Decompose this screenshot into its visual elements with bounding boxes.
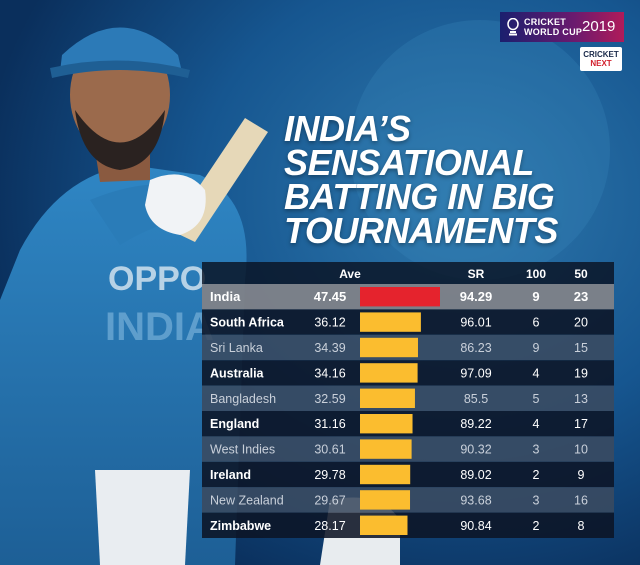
- fifties-value: 17: [574, 417, 588, 431]
- average-value: 28.17: [314, 519, 345, 533]
- world-cup-logo-year: 2019: [582, 18, 616, 35]
- average-value: 34.39: [314, 341, 345, 355]
- hundreds-value: 2: [533, 519, 540, 533]
- team-label: Bangladesh: [210, 392, 276, 406]
- team-label: New Zealand: [210, 493, 284, 507]
- hundreds-value: 9: [533, 341, 540, 355]
- average-value: 47.45: [314, 289, 347, 304]
- hundreds-value: 4: [533, 417, 540, 431]
- average-value: 30.61: [314, 443, 345, 457]
- strike-rate-value: 94.29: [460, 289, 493, 304]
- fifties-value: 16: [574, 493, 588, 507]
- hundreds-value: 3: [533, 443, 540, 457]
- fifties-value: 10: [574, 443, 588, 457]
- strike-rate-value: 96.01: [460, 316, 491, 330]
- average-value: 29.67: [314, 493, 345, 507]
- hundreds-value: 4: [533, 366, 540, 380]
- team-label: Ireland: [210, 468, 251, 482]
- average-bar: [360, 414, 413, 434]
- hundreds-value: 5: [533, 392, 540, 406]
- column-header-100: 100: [526, 267, 546, 281]
- column-header-ave: Ave: [339, 267, 361, 281]
- strike-rate-value: 93.68: [460, 493, 491, 507]
- average-value: 32.59: [314, 392, 345, 406]
- world-cup-logo-line2: WORLD CUP: [524, 27, 583, 37]
- team-label: Zimbabwe: [210, 519, 271, 533]
- hundreds-value: 3: [533, 493, 540, 507]
- team-label: England: [210, 417, 259, 431]
- world-cup-logo-line1: CRICKET: [524, 17, 567, 27]
- strike-rate-value: 90.84: [460, 519, 491, 533]
- average-bar: [360, 337, 418, 358]
- column-header-sr: SR: [468, 267, 485, 281]
- average-bar: [360, 388, 415, 408]
- average-bar: [360, 490, 411, 510]
- average-bar: [360, 363, 418, 383]
- headline-line: TOURNAMENTS: [284, 210, 558, 251]
- team-label: Sri Lanka: [210, 341, 263, 355]
- column-header-50: 50: [574, 267, 588, 281]
- svg-text:INDIA: INDIA: [105, 305, 214, 349]
- hundreds-value: 9: [532, 289, 539, 304]
- headline-line: SENSATIONAL: [284, 142, 534, 183]
- team-label: Australia: [210, 366, 265, 380]
- cricket-next-logo-line1: CRICKET: [583, 50, 619, 59]
- cricket-next-logo: CRICKET NEXT: [580, 47, 622, 71]
- fifties-value: 8: [578, 519, 585, 533]
- table-row: [202, 512, 614, 538]
- team-label: India: [210, 289, 241, 304]
- strike-rate-value: 97.09: [460, 366, 491, 380]
- world-cup-logo: CRICKET WORLD CUP 2019: [500, 12, 624, 42]
- fifties-value: 19: [574, 366, 588, 380]
- strike-rate-value: 86.23: [460, 341, 491, 355]
- average-bar: [360, 515, 408, 535]
- hundreds-value: 2: [533, 468, 540, 482]
- average-bar: [360, 464, 411, 485]
- strike-rate-value: 89.02: [460, 468, 491, 482]
- fifties-value: 20: [574, 316, 588, 330]
- fifties-value: 13: [574, 392, 588, 406]
- fifties-value: 15: [574, 341, 588, 355]
- headline-line: BATTING IN BIG: [284, 176, 555, 217]
- average-bar: [360, 312, 421, 332]
- team-label: South Africa: [210, 316, 285, 330]
- headline: INDIA’S SENSATIONAL BATTING IN BIG TOURN…: [284, 108, 624, 251]
- average-value: 36.12: [314, 316, 345, 330]
- hundreds-value: 6: [533, 316, 540, 330]
- average-value: 31.16: [314, 417, 345, 431]
- strike-rate-value: 85.5: [464, 392, 488, 406]
- svg-text:OPPO: OPPO: [108, 260, 206, 298]
- strike-rate-value: 90.32: [460, 443, 491, 457]
- headline-line: INDIA’S: [284, 108, 411, 149]
- average-value: 34.16: [314, 366, 345, 380]
- team-label: West Indies: [210, 443, 275, 457]
- fifties-value: 23: [574, 289, 588, 304]
- fifties-value: 9: [578, 468, 585, 482]
- average-value: 29.78: [314, 468, 345, 482]
- cricket-next-logo-line2: NEXT: [590, 59, 612, 68]
- average-bar: [360, 287, 440, 307]
- strike-rate-value: 89.22: [460, 417, 491, 431]
- trophy-icon: [507, 18, 519, 36]
- average-bar: [360, 439, 412, 459]
- table-header: [202, 262, 614, 284]
